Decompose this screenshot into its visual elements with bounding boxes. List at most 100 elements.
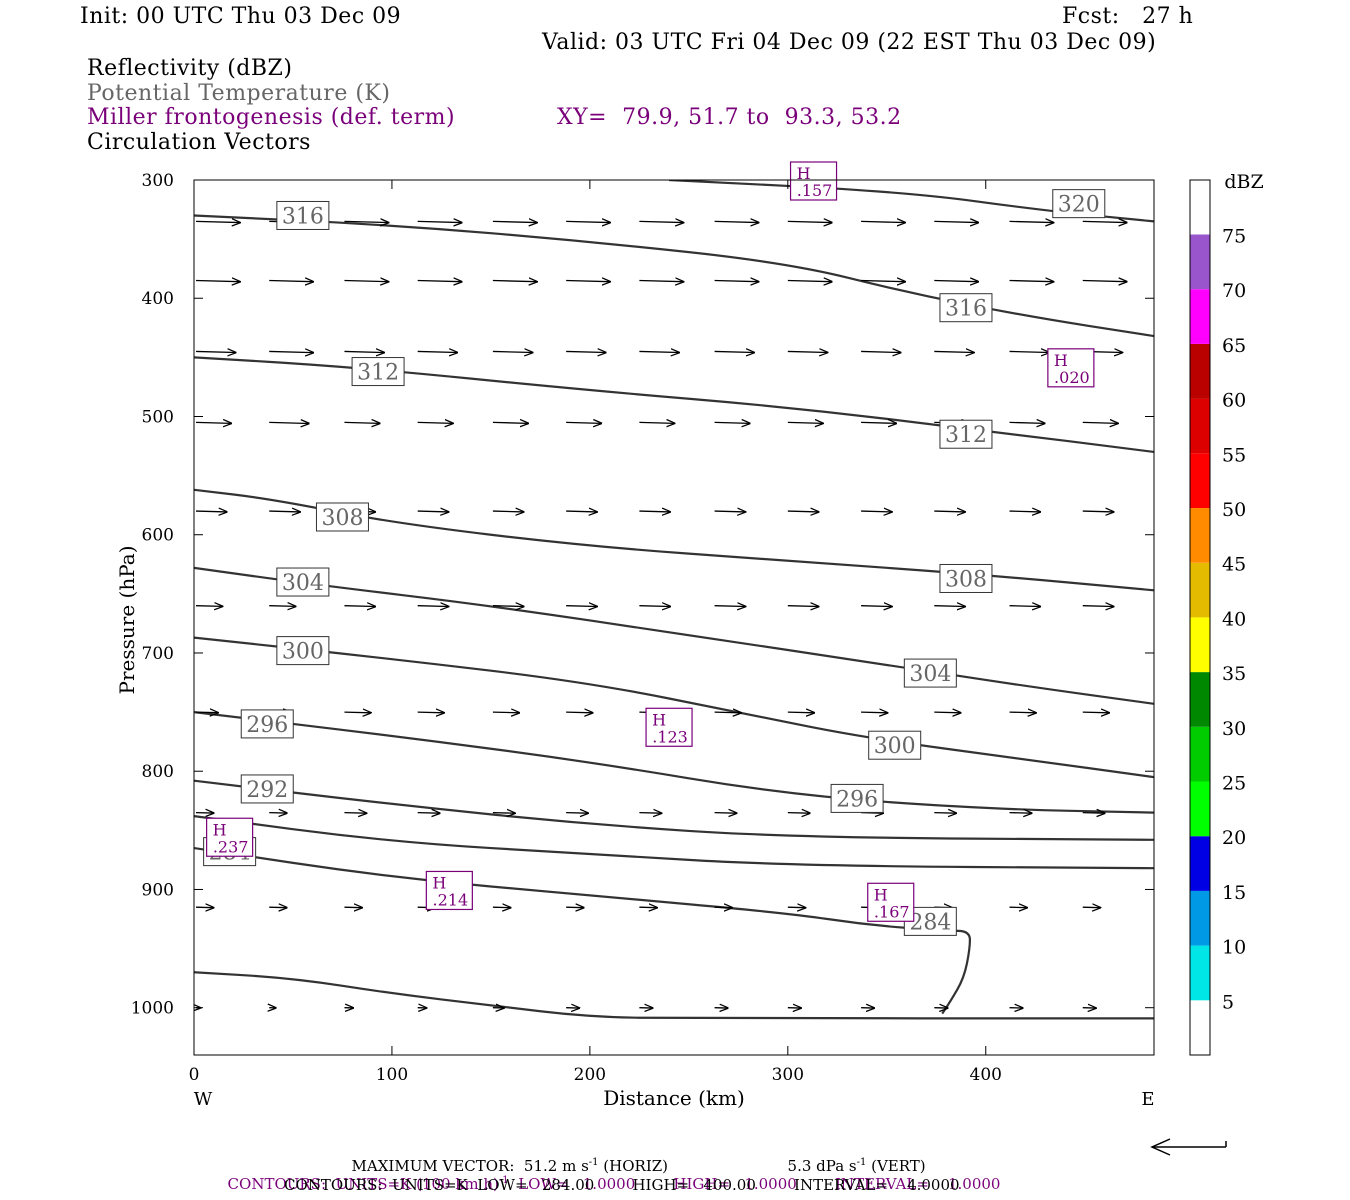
- colorbar-swatch: [1190, 836, 1210, 891]
- svg-text:312: 312: [945, 423, 987, 448]
- maximum-vector-note: MAXIMUM VECTOR: 51.2 m s-1 (HORIZ): [351, 1157, 669, 1175]
- circulation-vector: [787, 281, 832, 282]
- colorbar-level-label: 20: [1222, 827, 1246, 849]
- theta-contour-308: [194, 488, 1154, 592]
- svg-text:.123: .123: [652, 727, 688, 746]
- circulation-vector: [492, 606, 524, 607]
- circulation-vector: [492, 351, 533, 352]
- circulation-vector: [269, 422, 309, 423]
- circulation-vector: [417, 422, 453, 423]
- colorbar-level-label: 5: [1222, 991, 1234, 1013]
- circulation-vector: [566, 712, 592, 713]
- colorbar-level-label: 65: [1222, 335, 1246, 357]
- circulation-vector: [861, 351, 901, 352]
- circulation-vector: [492, 422, 528, 423]
- circulation-vector: [1082, 712, 1109, 713]
- circulation-vector: [566, 221, 610, 222]
- circulation-vector: [714, 281, 759, 282]
- circulation-vector: [1082, 606, 1114, 607]
- svg-text:304: 304: [282, 571, 324, 596]
- y-tick-label: 400: [142, 289, 174, 309]
- theta-contour-label: 300: [276, 636, 330, 666]
- colorbar-swatch: [1190, 1000, 1210, 1055]
- y-tick-label: 300: [142, 171, 174, 191]
- theta-contour-296: [194, 711, 1154, 814]
- y-tick-label: 600: [142, 526, 174, 546]
- theta-contour-label: 300: [868, 730, 922, 760]
- circulation-vector: [934, 351, 974, 352]
- x-tick-label: 200: [574, 1065, 606, 1085]
- theta-contour-label: 284: [903, 906, 957, 936]
- circulation-vector: [195, 606, 222, 607]
- circulation-vector: [714, 712, 741, 713]
- colorbar-swatch: [1190, 179, 1210, 235]
- circulation-vector: [492, 813, 515, 814]
- y-tick-label: 800: [142, 762, 174, 782]
- svg-text:H: H: [213, 820, 227, 839]
- svg-text:.237: .237: [213, 837, 249, 856]
- circulation-vector: [344, 221, 388, 222]
- circulation-vector: [861, 221, 905, 222]
- circulation-vector: [269, 511, 300, 512]
- miller-maximum-marker: H.214: [425, 870, 473, 911]
- circulation-vector: [492, 221, 537, 222]
- colorbar-swatch: [1190, 453, 1210, 508]
- colorbar-level-label: 60: [1222, 390, 1246, 412]
- circulation-vector: [714, 813, 737, 814]
- circulation-vector: [492, 511, 524, 512]
- circulation-vector: [714, 606, 746, 607]
- circulation-vector: [417, 221, 462, 222]
- field-miller-frontogenesis: Miller frontogenesis (def. term): [87, 105, 456, 130]
- circulation-vector: [417, 351, 458, 352]
- circulation-vector: [714, 221, 759, 222]
- theta-contour-label: 304: [276, 567, 330, 597]
- x-tick-label: 100: [376, 1065, 408, 1085]
- circulation-vector: [861, 712, 887, 713]
- circulation-vector: [195, 351, 236, 352]
- circulation-vector: [787, 511, 819, 512]
- circulation-vector: [195, 712, 218, 713]
- colorbar-swatch: [1190, 289, 1210, 344]
- colorbar-level-label: 50: [1222, 499, 1246, 521]
- x-tick-label: 300: [772, 1065, 804, 1085]
- svg-text:H: H: [652, 710, 666, 729]
- plot-frame: [193, 179, 1155, 1056]
- y-tick-label: 500: [142, 407, 174, 427]
- circulation-vector: [1082, 221, 1127, 222]
- circulation-vector: [639, 813, 661, 814]
- circulation-vector: [417, 712, 444, 713]
- colorbar-swatch: [1190, 617, 1210, 673]
- circulation-vector: [417, 511, 449, 512]
- theta-contour-label: 308: [939, 563, 993, 593]
- svg-text:.020: .020: [1054, 368, 1090, 387]
- svg-text:H: H: [797, 164, 811, 183]
- svg-text:H: H: [432, 873, 446, 892]
- circulation-vector: [639, 281, 683, 282]
- circulation-vector: [714, 511, 746, 512]
- valid-time: Valid: 03 UTC Fri 04 Dec 09 (22 EST Thu …: [542, 30, 1157, 55]
- theta-contour-312: [194, 356, 1154, 454]
- colorbar-level-label: 55: [1222, 444, 1246, 466]
- theta-contour-280: [194, 971, 1154, 1020]
- circulation-vector: [566, 422, 601, 423]
- theta-contour-304: [194, 566, 1154, 705]
- circulation-vector: [344, 712, 370, 713]
- circulation-vector: [787, 422, 823, 423]
- theta-contour-284: [194, 846, 972, 1015]
- colorbar-level-label: 40: [1222, 608, 1246, 630]
- forecast-hour: Fcst: 27 h: [1062, 4, 1194, 29]
- circulation-vector: [1082, 281, 1127, 282]
- circulation-vector: [1009, 281, 1054, 282]
- circulation-vector: [566, 351, 606, 352]
- colorbar-swatch: [1190, 398, 1210, 454]
- circulation-vector: [566, 606, 597, 607]
- circulation-vector: [1082, 422, 1118, 423]
- colorbar-swatch: [1190, 945, 1210, 1001]
- miller-contour-settings: CONTOURS: UNITS=K (100 km h)-1 LOW= 1.00…: [227, 1175, 1001, 1193]
- circulation-vector: [1009, 813, 1032, 814]
- init-time: Init: 00 UTC Thu 03 Dec 09: [80, 4, 402, 29]
- svg-text:308: 308: [945, 567, 987, 592]
- theta-contour-label: 296: [240, 709, 294, 739]
- circulation-vector: [934, 221, 978, 222]
- circulation-vector: [934, 606, 965, 607]
